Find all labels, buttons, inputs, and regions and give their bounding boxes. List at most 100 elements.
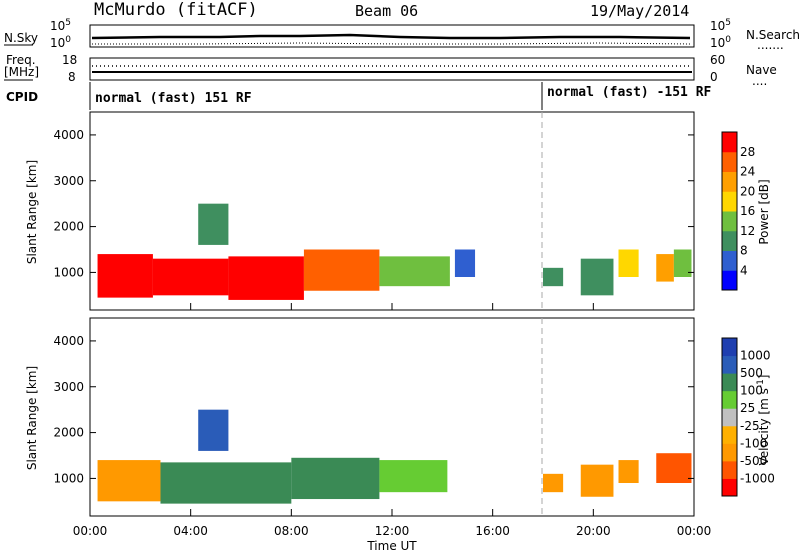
beam-label: Beam 06 xyxy=(355,2,418,20)
sky-right-label: N.Search xyxy=(746,28,800,42)
x-tick-label-0: 00:00 xyxy=(73,524,108,538)
power-colorbar: 4 8 12 16 20 24 28 xyxy=(721,131,755,291)
freq-label-line2: [MHz] xyxy=(4,65,39,79)
velocity-colorbar-segment-0 xyxy=(722,478,737,497)
velocity-colorbar-tick-4: -25 xyxy=(740,419,760,433)
velocity-region-1 xyxy=(160,462,292,504)
power-y-axis-label: Slant Range [km] xyxy=(25,160,39,264)
power-panel: 1000 2000 3000 4000 Slant Range [km] 4 8 12 16… xyxy=(25,111,771,311)
velocity-colorbar-segment-6 xyxy=(722,373,737,392)
power-region-5 xyxy=(198,203,229,245)
velocity-panel: 1000 2000 3000 4000 Slant Range [km] 1000 50… xyxy=(25,317,775,517)
velocity-ytick-label-0: 1000 xyxy=(53,471,84,485)
freq-label-line1: Freq. xyxy=(6,53,36,67)
x-tick-label-6: 00:00 xyxy=(677,524,712,538)
power-colorbar-segment-2 xyxy=(722,230,737,251)
sky-panel: N.Sky 105 100 105 100 N.Search ....... xyxy=(4,18,800,52)
power-ytick-label-1: 2000 xyxy=(53,220,84,234)
nave-legend: .... xyxy=(752,74,767,88)
power-colorbar-tick-4: 20 xyxy=(740,184,755,198)
cpid-mode-2: normal (fast) -151 RF xyxy=(547,85,712,100)
velocity-data-marks xyxy=(97,409,692,504)
cpid-row: CPID normal (fast) 151 RF normal (fast) … xyxy=(6,82,712,110)
power-colorbar-tick-3: 16 xyxy=(740,204,755,218)
power-region-11 xyxy=(673,249,692,277)
power-colorbar-tick-5: 24 xyxy=(740,165,755,179)
power-y-axis: 1000 2000 3000 4000 xyxy=(53,128,695,310)
power-region-10 xyxy=(656,254,674,282)
power-colorbar-segment-7 xyxy=(722,132,737,153)
velocity-region-8 xyxy=(656,453,692,483)
velocity-colorbar-tick-5: -100 xyxy=(740,436,767,450)
power-colorbar-segment-5 xyxy=(722,171,737,192)
power-region-9 xyxy=(618,249,639,277)
velocity-region-6 xyxy=(580,464,614,497)
cpid-label: CPID xyxy=(6,90,38,104)
velocity-y-axis: 1000 2000 3000 4000 xyxy=(53,334,695,516)
station-title: McMurdo (fitACF) xyxy=(94,0,258,20)
velocity-region-7 xyxy=(618,460,639,483)
velocity-region-2 xyxy=(291,457,380,500)
nave-tick-top: 60 xyxy=(710,53,725,67)
power-colorbar-segment-0 xyxy=(722,270,737,291)
power-colorbar-tick-1: 8 xyxy=(740,244,748,258)
freq-tick-bottom: 8 xyxy=(68,70,76,84)
velocity-region-4 xyxy=(198,409,229,451)
cpid-mode-1: normal (fast) 151 RF xyxy=(95,91,252,106)
power-colorbar-segment-4 xyxy=(722,191,737,212)
power-ytick-label-3: 4000 xyxy=(53,128,84,142)
search-noise-line xyxy=(92,42,691,45)
velocity-colorbar-tick-7: -1000 xyxy=(740,471,775,485)
power-region-6 xyxy=(454,249,476,277)
power-colorbar-segment-6 xyxy=(722,151,737,172)
velocity-colorbar-segment-8 xyxy=(722,338,737,357)
time-axis: 00:00 04:00 08:00 12:00 16:00 20:00 00:00 xyxy=(73,524,712,538)
freq-panel: Freq. [MHz] 18 8 60 0 Nave .... xyxy=(4,53,777,88)
power-data-marks xyxy=(97,203,692,300)
power-region-8 xyxy=(580,258,614,296)
velocity-colorbar-tick-2: 100 xyxy=(740,384,763,398)
velocity-y-axis-label: Slant Range [km] xyxy=(25,366,39,470)
nave-label: Nave xyxy=(746,63,777,77)
nave-tick-bottom: 0 xyxy=(710,70,718,84)
sky-left-label: N.Sky xyxy=(4,31,38,45)
velocity-colorbar-tick-3: 25 xyxy=(740,401,755,415)
velocity-ytick-label-3: 4000 xyxy=(53,334,84,348)
sky-left-tick-top: 105 xyxy=(50,18,71,33)
velocity-colorbar-label: Velocity [m s-1] xyxy=(756,375,771,466)
power-colorbar-label: Power [dB] xyxy=(757,179,771,244)
power-ytick-label-2: 3000 xyxy=(53,174,84,188)
sky-right-tick-bottom: 100 xyxy=(710,35,731,50)
velocity-colorbar-segment-1 xyxy=(722,460,737,479)
power-region-1 xyxy=(152,258,229,296)
x-tick-label-1: 04:00 xyxy=(173,524,208,538)
power-colorbar-tick-0: 4 xyxy=(740,263,748,277)
velocity-region-5 xyxy=(543,473,564,493)
velocity-ytick-label-1: 2000 xyxy=(53,426,84,440)
x-tick-label-2: 08:00 xyxy=(274,524,309,538)
power-region-4 xyxy=(379,256,450,287)
x-axis-label: Time UT xyxy=(366,539,417,553)
velocity-colorbar-tick-0: 1000 xyxy=(740,349,771,363)
velocity-region-3 xyxy=(379,460,448,493)
power-region-3 xyxy=(303,249,380,291)
velocity-region-0 xyxy=(97,460,161,502)
velocity-colorbar-segment-3 xyxy=(722,425,737,444)
power-colorbar-frame xyxy=(721,131,738,291)
power-colorbar-segment-3 xyxy=(722,211,737,232)
velocity-colorbar-segment-5 xyxy=(722,390,737,409)
power-colorbar-tick-6: 28 xyxy=(740,145,755,159)
velocity-colorbar-segment-2 xyxy=(722,443,737,462)
sky-panel-frame xyxy=(89,24,695,48)
sky-left-tick-bottom: 100 xyxy=(50,35,71,50)
freq-panel-frame xyxy=(89,57,695,81)
power-region-0 xyxy=(97,254,153,298)
velocity-colorbar-segment-4 xyxy=(722,408,737,427)
freq-tick-top: 18 xyxy=(62,53,77,67)
velocity-colorbar-tick-6: -500 xyxy=(740,454,767,468)
power-ytick-label-0: 1000 xyxy=(53,265,84,279)
power-colorbar-segment-1 xyxy=(722,250,737,271)
power-colorbar-tick-2: 12 xyxy=(740,224,755,238)
velocity-colorbar-frame xyxy=(721,337,738,497)
